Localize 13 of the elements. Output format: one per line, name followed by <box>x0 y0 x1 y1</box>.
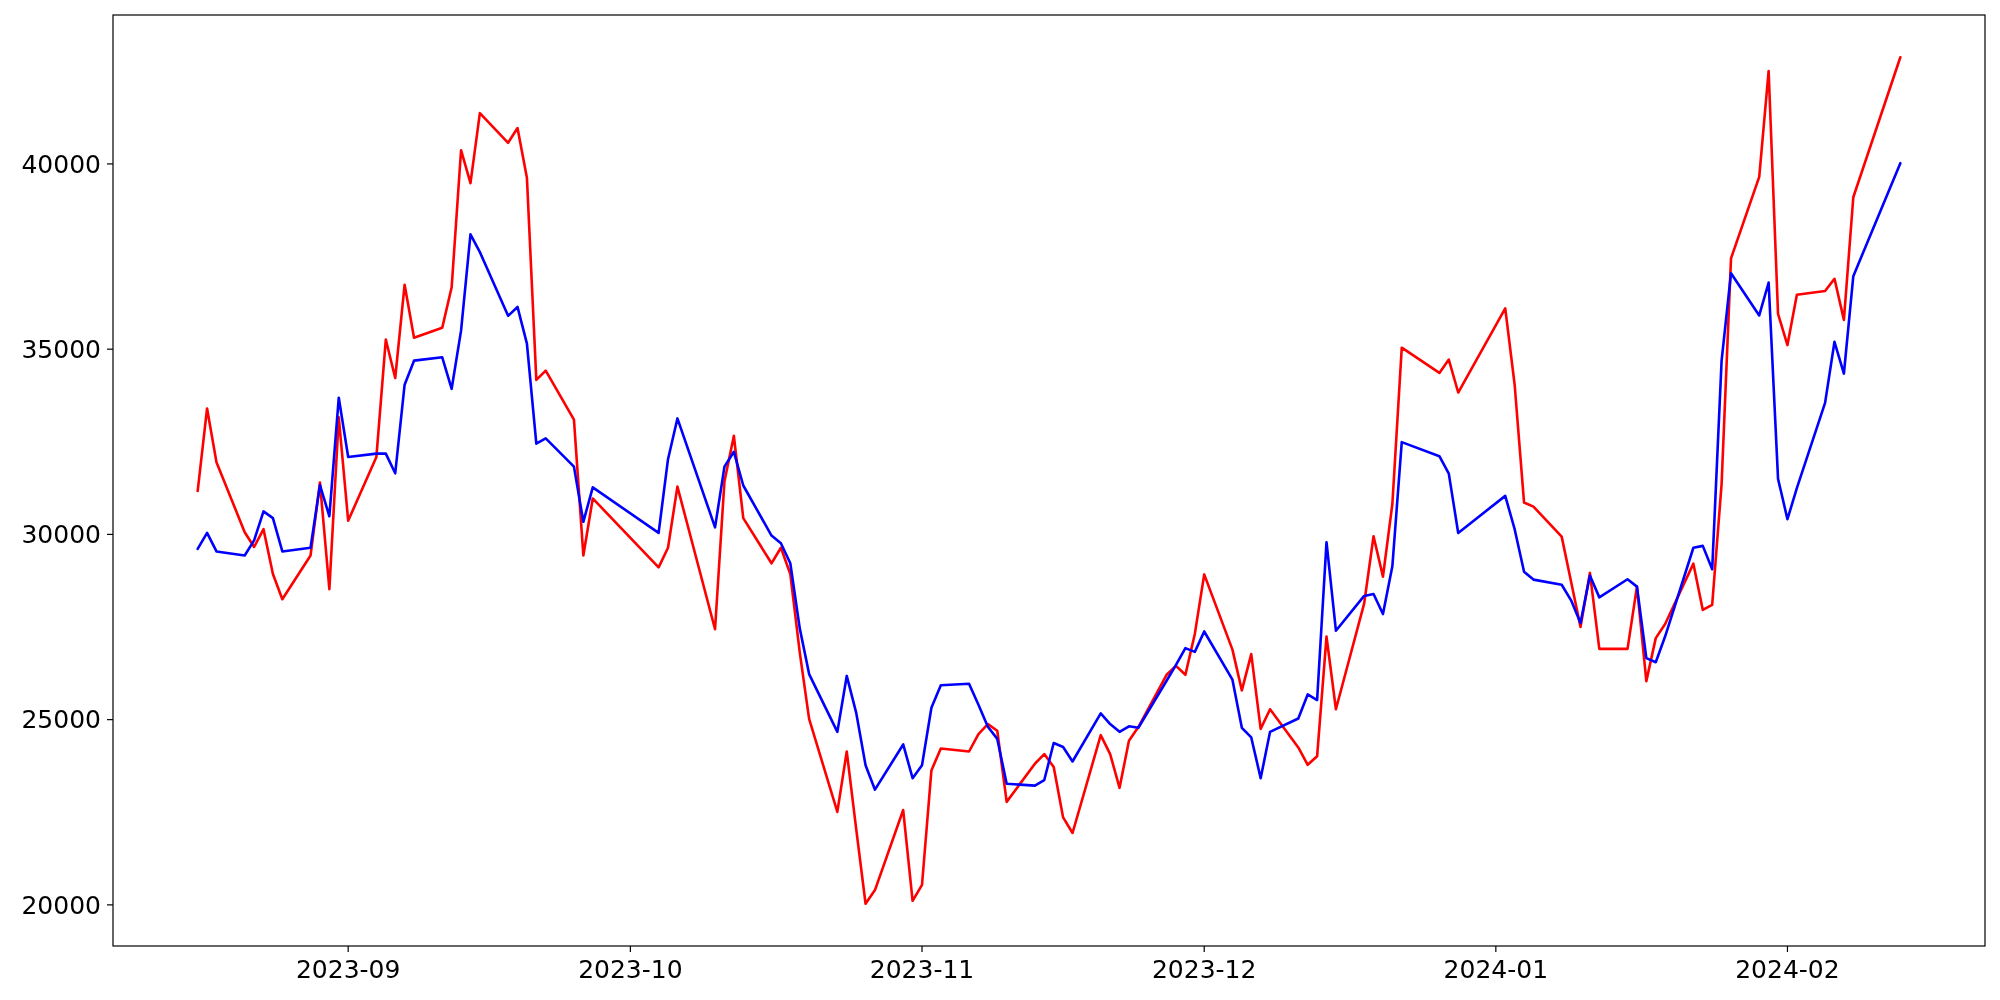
line-series <box>196 161 1902 791</box>
x-tick-label: 2023-10 <box>578 955 683 984</box>
x-tick-label: 2024-02 <box>1735 955 1840 984</box>
x-tick-label: 2023-09 <box>295 955 401 984</box>
x-tick-label: 2023-12 <box>1151 955 1257 984</box>
y-tick-label: 40000 <box>21 149 101 179</box>
x-tick-label: 2024-01 <box>1443 955 1549 984</box>
x-tick-label: 2023-11 <box>869 955 975 984</box>
line-series <box>196 55 1902 906</box>
y-tick-label: 35000 <box>21 334 101 364</box>
y-tick-label: 25000 <box>21 705 101 735</box>
y-tick-label: 20000 <box>21 890 101 920</box>
y-tick-label: 30000 <box>21 520 101 550</box>
